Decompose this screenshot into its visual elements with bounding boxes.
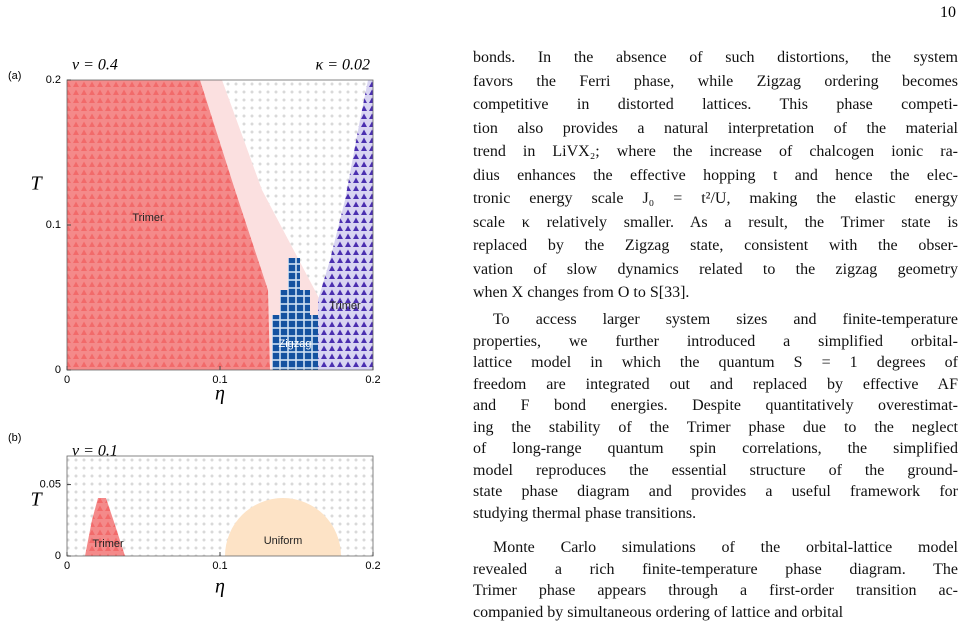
text-line: freedom are integrated out and replaced …	[473, 375, 958, 393]
text-line: trend in LiVX₂; where the increase of ch…	[473, 143, 958, 160]
panel-label: (a)	[8, 70, 21, 82]
text-line: competitive in distorted lattices. This …	[473, 96, 958, 113]
text-line: properties, we further introduced a simp…	[473, 332, 958, 350]
text-line: scale κ relatively smaller. As a result,…	[473, 213, 958, 231]
text-line: favors the Ferri phase, while Zigzag ord…	[473, 72, 958, 90]
annotation: ν = 0.1	[72, 443, 118, 460]
text-line: tion also provides a natural interpretat…	[473, 119, 958, 137]
x-tick-label: 0.1	[212, 560, 227, 572]
region-label: Trimer	[92, 538, 124, 550]
text-line: state phase diagram and provides a usefu…	[473, 483, 958, 500]
text-line: bonds. In the absence of such distortion…	[473, 49, 958, 66]
text-line: model reproduces the essential structure…	[473, 461, 958, 479]
trimer-region-2	[318, 80, 373, 370]
x-tick-label: 0.2	[365, 560, 380, 572]
text-line: Trimer phase appears through a first-ord…	[473, 582, 958, 599]
text-line: To access larger system sizes and finite…	[493, 311, 958, 328]
y-tick-label: 0.2	[46, 74, 61, 86]
y-tick-label: 0	[55, 364, 61, 376]
region-label: Uniform	[264, 535, 303, 547]
y-axis-label: T	[30, 173, 43, 195]
annotation: κ = 0.02	[316, 57, 370, 74]
text-line: and F bond energies. Despite quantitativ…	[473, 397, 958, 414]
trimer-region	[67, 80, 270, 370]
x-tick-label: 0.2	[365, 374, 380, 386]
text-line: of long-range quantum spin correlations,…	[473, 440, 958, 457]
y-tick-label: 0	[55, 550, 61, 562]
text-line: replaced by the Zigzag state, consistent…	[473, 237, 958, 254]
trimer-region	[85, 498, 125, 556]
x-axis-label: η	[215, 383, 225, 405]
y-tick-label: 0.05	[40, 478, 61, 490]
figure: 0 0.1 0.2 0 0.1 0.2 (a) ν = 0.4 κ = 0.02 Tη Trimer…	[8, 57, 381, 598]
text-line: companied by simultaneous ordering of la…	[473, 603, 844, 621]
x-tick-label: 0	[64, 374, 70, 386]
region-label: Zigzag	[278, 338, 311, 350]
text-line: tronic energy scale J₀ = t²/U, making th…	[473, 190, 958, 207]
region-label: Trimer	[329, 300, 361, 312]
x-tick-label: 0	[64, 560, 70, 572]
text-line: ing the stability of the Trimer phase du…	[473, 418, 958, 436]
x-axis-label: η	[215, 576, 225, 598]
text-line: when X changes from O to S[33].	[473, 284, 690, 301]
zigzag-region	[272, 258, 318, 370]
text-line: studying thermal phase transitions.	[473, 504, 697, 522]
panel-label: (b)	[8, 432, 21, 444]
annotation: ν = 0.4	[72, 57, 118, 74]
y-tick-label: 0.1	[46, 219, 61, 231]
text-line: revealed a rich finite-temperature phase…	[473, 560, 958, 578]
text-line: lattice model in which the quantum S = 1…	[473, 354, 958, 371]
text-line: Monte Carlo simulations of the orbital-l…	[493, 539, 958, 556]
page-number: 10	[940, 4, 956, 21]
x-tick-label: 0.1	[212, 374, 227, 386]
region-label: Trimer	[132, 212, 164, 224]
text-line: dius enhances the effective hopping t an…	[473, 166, 958, 184]
text-line: vation of slow dynamics related to the z…	[473, 260, 958, 278]
uniform-region	[225, 498, 341, 556]
y-axis-label: T	[30, 489, 43, 511]
